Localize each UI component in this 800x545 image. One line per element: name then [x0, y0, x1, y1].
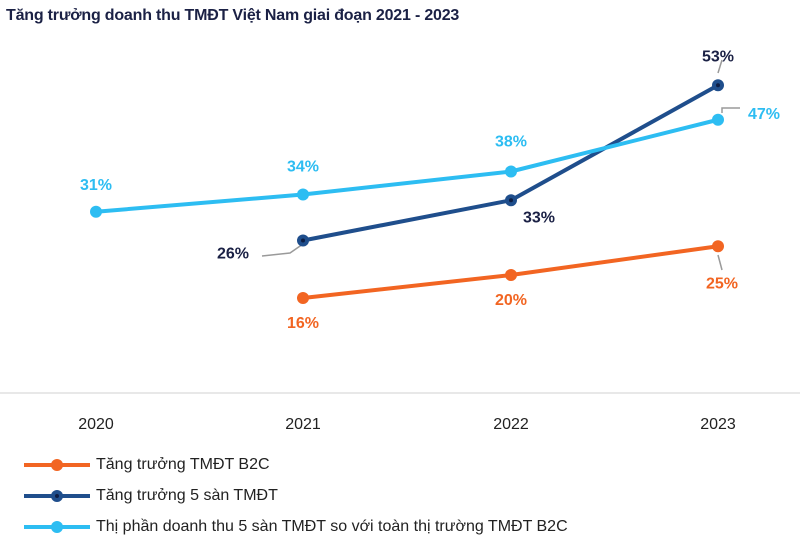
label-leader-line [717, 254, 723, 271]
data-label: 25% [706, 275, 738, 292]
data-point [712, 240, 724, 253]
data-label: 16% [287, 315, 319, 332]
x-tick-label: 2021 [285, 416, 321, 433]
chart-title: Tăng trưởng doanh thu TMĐT Việt Nam giai… [6, 7, 460, 24]
data-label: 38% [495, 134, 527, 151]
data-label: 26% [217, 246, 249, 263]
data-point [712, 113, 724, 126]
data-point [505, 269, 517, 281]
legend-label: Tăng trưởng TMĐT B2C [96, 456, 270, 473]
label-leader-line [721, 107, 740, 113]
x-tick-label: 2020 [78, 416, 114, 433]
legend-marker-navy-icon [24, 490, 90, 502]
x-tick-label: 2023 [700, 416, 736, 433]
legend-item-5-platforms-growth: Tăng trưởng 5 sàn TMĐT [22, 487, 278, 505]
legend-marker-orange-icon [24, 459, 90, 471]
x-tick-label: 2022 [493, 416, 529, 433]
data-point-center [301, 238, 305, 243]
data-point-center [509, 198, 513, 203]
series-line [95, 117, 719, 214]
data-label: 20% [495, 292, 527, 309]
label-leader-line [261, 243, 304, 257]
legend-label: Thị phần doanh thu 5 sàn TMĐT so với toà… [96, 518, 568, 535]
legend-label: Tăng trưởng 5 sàn TMĐT [96, 487, 278, 504]
data-label: 33% [523, 209, 555, 226]
data-label: 34% [287, 159, 319, 176]
data-point [297, 188, 309, 201]
legend-item-market-share: Thị phần doanh thu 5 sàn TMĐT so với toà… [22, 518, 568, 536]
label-leader-line [717, 59, 723, 74]
legend-item-b2c-growth: Tăng trưởng TMĐT B2C [22, 456, 270, 474]
data-label: 31% [80, 177, 112, 194]
data-point-center [716, 83, 720, 88]
data-point [297, 292, 309, 304]
data-point [90, 205, 102, 218]
legend-marker-lightblue-icon [24, 521, 90, 533]
line-chart: 2020 2021 2022 2023 16% 20% 25% 26% 33% 53% 31% 34%… [0, 48, 800, 433]
data-label: 53% [702, 48, 734, 65]
data-label: 47% [748, 106, 780, 123]
data-point [505, 165, 517, 178]
series-line [302, 83, 719, 243]
